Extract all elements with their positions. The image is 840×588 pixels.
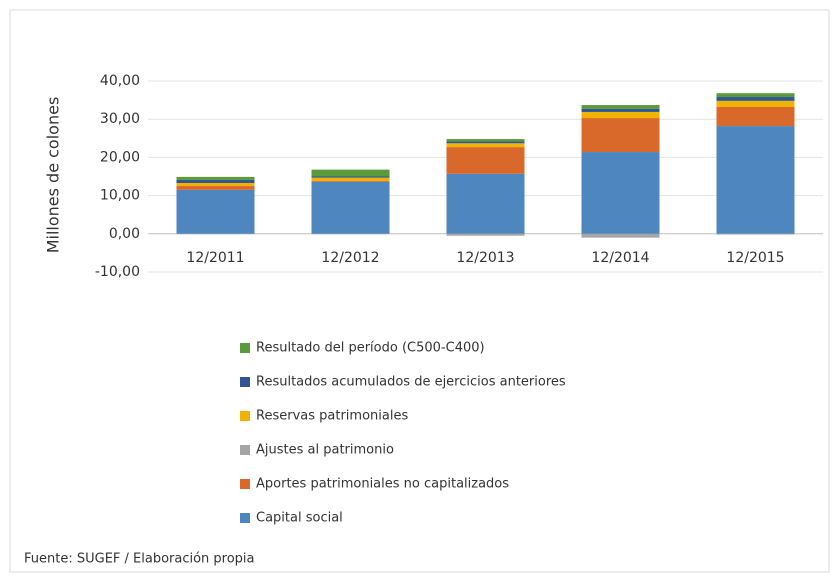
bar-segment bbox=[582, 112, 660, 118]
bar-segment bbox=[582, 152, 660, 234]
bar-segment bbox=[717, 126, 795, 234]
legend-label: Ajustes al patrimonio bbox=[256, 443, 394, 458]
legend-swatch bbox=[240, 343, 250, 353]
bar-segment bbox=[177, 190, 255, 234]
bar-segment bbox=[717, 107, 795, 126]
x-tick-label: 12/2011 bbox=[186, 250, 244, 266]
bar-segment bbox=[177, 183, 255, 186]
y-axis-title: Millones de colones bbox=[44, 97, 63, 254]
legend-label: Reservas patrimoniales bbox=[256, 409, 408, 424]
bar-segment bbox=[312, 182, 390, 234]
y-tick-label: 20,00 bbox=[100, 149, 140, 165]
bar-segment bbox=[447, 147, 525, 174]
bar-segment bbox=[312, 177, 390, 178]
legend-swatch bbox=[240, 411, 250, 421]
bar-segment bbox=[582, 109, 660, 112]
bar-segment bbox=[447, 174, 525, 234]
source: Fuente: SUGEF / Elaboración propia bbox=[24, 552, 255, 567]
bar-segment bbox=[582, 234, 660, 238]
bar-segment bbox=[312, 178, 390, 181]
legend-label: Capital social bbox=[256, 511, 343, 526]
x-tick-label: 12/2012 bbox=[321, 250, 379, 266]
y-tick-label: 0,00 bbox=[109, 226, 140, 242]
bar-segment bbox=[312, 170, 390, 177]
legend-swatch bbox=[240, 377, 250, 387]
y-tick-label: -10,00 bbox=[95, 264, 140, 280]
legend-label: Resultados acumulados de ejercicios ante… bbox=[256, 375, 566, 390]
y-tick-label: 40,00 bbox=[100, 73, 140, 89]
bar-segment bbox=[582, 118, 660, 152]
x-tick-label: 12/2013 bbox=[456, 250, 514, 266]
bar-segment bbox=[717, 234, 795, 235]
bar-segment bbox=[447, 141, 525, 143]
legend-swatch bbox=[240, 445, 250, 455]
y-tick-label: 10,00 bbox=[100, 188, 140, 204]
bar-segment bbox=[177, 180, 255, 183]
bar-segment bbox=[717, 101, 795, 107]
legend-swatch bbox=[240, 513, 250, 523]
y-tick-label: 30,00 bbox=[100, 111, 140, 127]
legend-swatch bbox=[240, 479, 250, 489]
legend-label: Aportes patrimoniales no capitalizados bbox=[256, 477, 509, 492]
bar-segment bbox=[447, 234, 525, 236]
bar-segment bbox=[447, 143, 525, 147]
legend-label: Resultado del período (C500-C400) bbox=[256, 341, 485, 356]
bar-segment bbox=[447, 139, 525, 141]
bar-segment bbox=[717, 93, 795, 97]
x-tick-label: 12/2014 bbox=[591, 250, 649, 266]
bar-segment bbox=[717, 97, 795, 101]
bar-segment bbox=[312, 181, 390, 182]
bar-segment bbox=[177, 186, 255, 190]
bar-segment bbox=[582, 105, 660, 109]
bar-segment bbox=[177, 177, 255, 180]
x-tick-label: 12/2015 bbox=[726, 250, 784, 266]
